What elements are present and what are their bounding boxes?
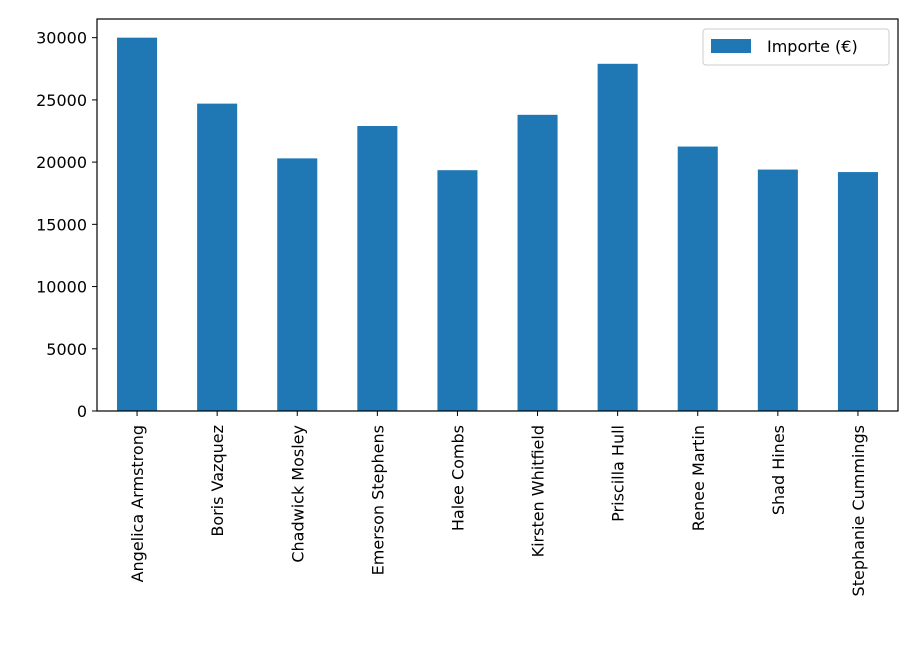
- y-axis: 0 5000 10000 15000 20000 25000 30000: [36, 29, 97, 421]
- x-tick-label: Stephanie Cummings: [849, 425, 868, 596]
- y-tick-label: 15000: [36, 215, 87, 234]
- plot-frame: [96, 18, 899, 412]
- y-tick-label: 5000: [46, 340, 87, 359]
- bar-3: [277, 158, 318, 411]
- x-tick-label: Renee Martin: [689, 425, 708, 531]
- bar-6: [517, 114, 558, 412]
- bar-2: [197, 103, 238, 411]
- bar-10: [837, 172, 878, 411]
- bar-4: [357, 126, 398, 412]
- legend-label: Importe (€): [767, 37, 858, 56]
- x-tick-label: Priscilla Hull: [609, 425, 628, 522]
- x-tick-label: Boris Vazquez: [208, 425, 227, 537]
- bar-5: [437, 170, 478, 411]
- x-tick-label: Kirsten Whitfield: [529, 425, 548, 557]
- x-tick-label: Halee Combs: [448, 425, 467, 531]
- x-tick-label: Chadwick Mosley: [288, 425, 307, 563]
- legend-swatch: [711, 39, 751, 53]
- bar-8: [677, 146, 718, 412]
- bar-9: [757, 169, 798, 411]
- y-tick-label: 20000: [36, 153, 87, 172]
- bar-1: [117, 37, 158, 412]
- x-tick-label: Shad Hines: [769, 425, 788, 515]
- x-tick-label: Emerson Stephens: [368, 425, 387, 575]
- x-axis: Angelica Armstrong Boris Vazquez Chadwick …: [128, 411, 868, 596]
- legend: Importe (€): [702, 28, 890, 66]
- x-tick-label: Angelica Armstrong: [128, 425, 147, 582]
- legend-box: [702, 28, 890, 66]
- y-tick-label: 10000: [36, 278, 87, 297]
- y-tick-label: 30000: [36, 29, 87, 48]
- y-tick-label: 25000: [36, 91, 87, 110]
- bar-7: [597, 63, 638, 412]
- y-tick-label: 0: [77, 402, 87, 421]
- bars-group: [117, 37, 878, 412]
